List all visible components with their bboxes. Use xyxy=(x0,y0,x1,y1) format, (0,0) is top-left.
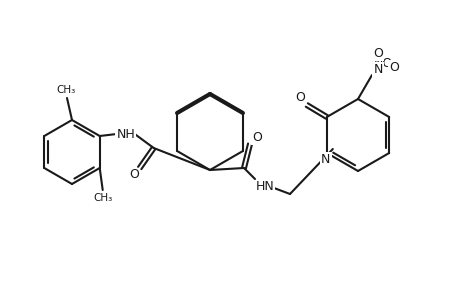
Text: O: O xyxy=(129,169,138,182)
Text: N: N xyxy=(373,62,382,76)
Text: HN: HN xyxy=(255,181,274,194)
Text: NH: NH xyxy=(116,128,135,140)
Text: CH₃: CH₃ xyxy=(56,85,75,95)
Text: CH₃: CH₃ xyxy=(93,193,112,203)
Text: NO₂: NO₂ xyxy=(373,56,397,70)
Text: O: O xyxy=(252,130,261,143)
Text: O: O xyxy=(372,46,382,59)
Text: O: O xyxy=(388,61,398,74)
Text: O: O xyxy=(294,91,304,103)
Text: N: N xyxy=(320,152,330,166)
